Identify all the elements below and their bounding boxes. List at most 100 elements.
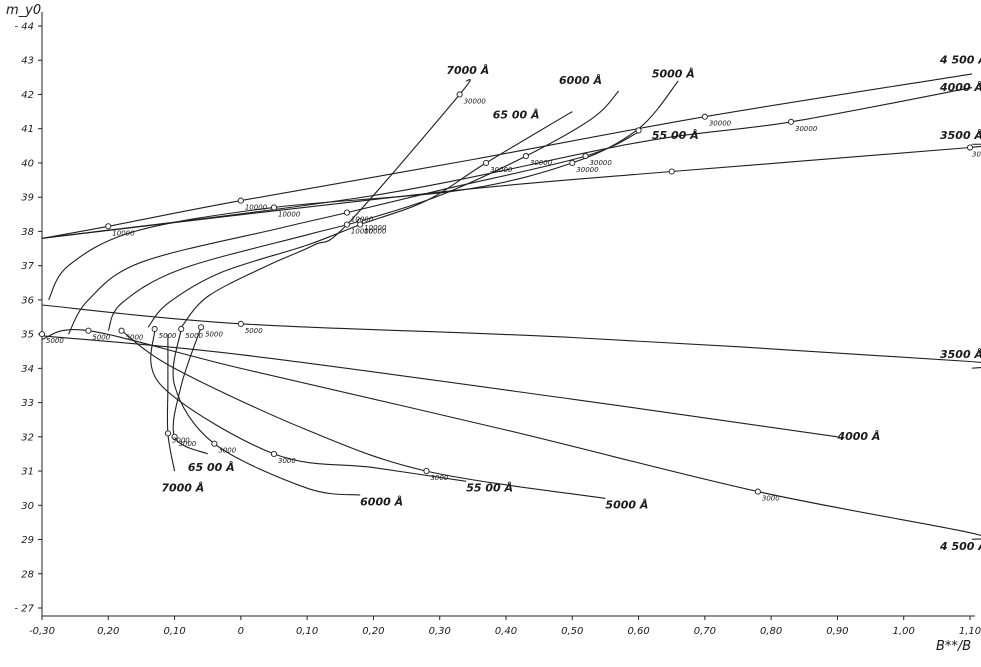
y-tick-label: 36	[21, 295, 34, 306]
y-tick-label: 40	[21, 158, 34, 169]
data-point	[522, 153, 529, 160]
y-tick-label: - 44	[14, 22, 34, 33]
point-label: 5000	[185, 332, 203, 340]
series-curve	[166, 334, 176, 472]
x-tick-label: 0,10	[296, 626, 318, 637]
y-tick-label: 37	[21, 261, 34, 272]
y-tick-label: 42	[21, 90, 34, 101]
y-tick-label: 30	[21, 501, 34, 512]
point-label: 10000	[278, 210, 301, 218]
point-label: 10000	[364, 224, 387, 232]
point-label: 10000	[351, 228, 374, 236]
series-curve	[48, 80, 679, 301]
x-tick-label: 0,20	[97, 626, 119, 637]
y-tick-label: 35	[21, 330, 34, 341]
curve-label: 6000 Å	[559, 74, 602, 87]
data-point	[483, 159, 490, 166]
data-point	[966, 144, 974, 151]
y-tick-label: 28	[21, 569, 34, 580]
y-axis-label: m_y0	[6, 3, 41, 18]
x-tick-label: 0,80	[760, 626, 782, 637]
curve-label: 65 00 Å	[188, 461, 235, 474]
y-tick-label: 31	[21, 467, 34, 478]
data-point	[456, 91, 463, 98]
y-tick-label: 41	[21, 124, 34, 135]
curve-label: 7000 Å	[161, 482, 204, 495]
data-point	[357, 221, 364, 228]
data-point	[171, 433, 178, 440]
series-curve	[41, 304, 981, 369]
point-label: 3000	[172, 436, 190, 444]
point-label: 3000	[278, 457, 296, 465]
data-point	[569, 159, 576, 166]
axes	[41, 12, 975, 617]
point-label: 30000	[576, 166, 599, 174]
data-point	[343, 221, 350, 228]
point-label: 3000	[179, 440, 197, 448]
point-label: 5000	[159, 332, 177, 340]
series-curve	[41, 329, 981, 541]
point-label: 30000	[590, 159, 613, 167]
data-point	[754, 488, 761, 495]
x-ticks: -0,30 0,20 0,10 0 0,10 0,20 0,30 0,40 0,50 0,60 0,…	[29, 616, 981, 637]
point-label: 30000	[709, 120, 732, 128]
x-tick-label: 0,90	[826, 626, 848, 637]
curve-label: 55 00 Å	[466, 482, 513, 495]
series-curve	[172, 327, 208, 455]
point-label: 5000	[205, 330, 223, 338]
data-point	[164, 430, 171, 437]
y-ticks: - 44 43 42 41 40 39 38 37 36 35 34 33 32 31 30 29 28 - 27	[14, 22, 42, 615]
x-tick-label: 0,30	[429, 626, 451, 637]
x-tick-label: 0,50	[561, 626, 583, 637]
data-point	[178, 325, 185, 333]
y-tick-label: 34	[21, 364, 34, 375]
data-point	[270, 204, 278, 211]
curve-label: 5000 Å	[605, 499, 648, 512]
point-label: 3000	[218, 447, 236, 455]
data-point	[635, 127, 642, 134]
curve-label: 4000 Å	[939, 81, 981, 94]
curve-label: 4000 Å	[836, 430, 880, 443]
y-tick-label: 38	[21, 227, 34, 238]
data-point	[85, 327, 92, 334]
data-point	[270, 450, 278, 457]
curve-label: 65 00 Å	[493, 108, 540, 121]
data-point	[582, 153, 589, 160]
point-label: 10000	[351, 216, 374, 224]
curve-labels: 4 500 Å 4000 Å 3500 Å 7000 Å 6000 Å 5000 Å 65 …	[161, 54, 981, 553]
curve-label: 7000 Å	[446, 64, 489, 77]
x-tick-label: 1,00	[893, 626, 915, 637]
x-axis-label: B**/B	[936, 639, 971, 654]
data-point	[118, 327, 125, 334]
data-point	[151, 325, 158, 333]
x-tick-label: 1,10	[959, 626, 981, 637]
markers	[38, 91, 974, 495]
point-label: 3000	[762, 495, 780, 503]
data-point	[668, 168, 675, 175]
point-label: 5000	[46, 337, 64, 345]
curve-label: 4 500 Å	[939, 54, 981, 67]
data-point	[198, 324, 205, 331]
series-curve	[68, 131, 639, 335]
point-label: 10000	[112, 229, 135, 237]
y-tick-label: 32	[21, 432, 34, 443]
x-tick-label: 0,10	[163, 626, 185, 637]
point-label: 30000	[464, 97, 487, 105]
data-point	[211, 440, 218, 447]
point-label: 30000	[972, 151, 981, 159]
point-label: 30000	[795, 125, 818, 133]
point-label: 10000	[364, 228, 387, 236]
curve-label: 3500 Å	[940, 348, 981, 361]
y-tick-label: 39	[21, 193, 34, 204]
series-curve	[41, 143, 981, 239]
data-point	[787, 118, 795, 125]
series-curve	[41, 87, 973, 239]
curve-label: 4 500 Å	[939, 540, 981, 553]
data-point	[237, 320, 244, 327]
curve-label: 55 00 Å	[652, 129, 699, 142]
point-label: 30000	[530, 159, 553, 167]
point-label: 5000	[126, 334, 144, 342]
data-point	[423, 468, 430, 475]
point-label: 30000	[490, 166, 513, 174]
